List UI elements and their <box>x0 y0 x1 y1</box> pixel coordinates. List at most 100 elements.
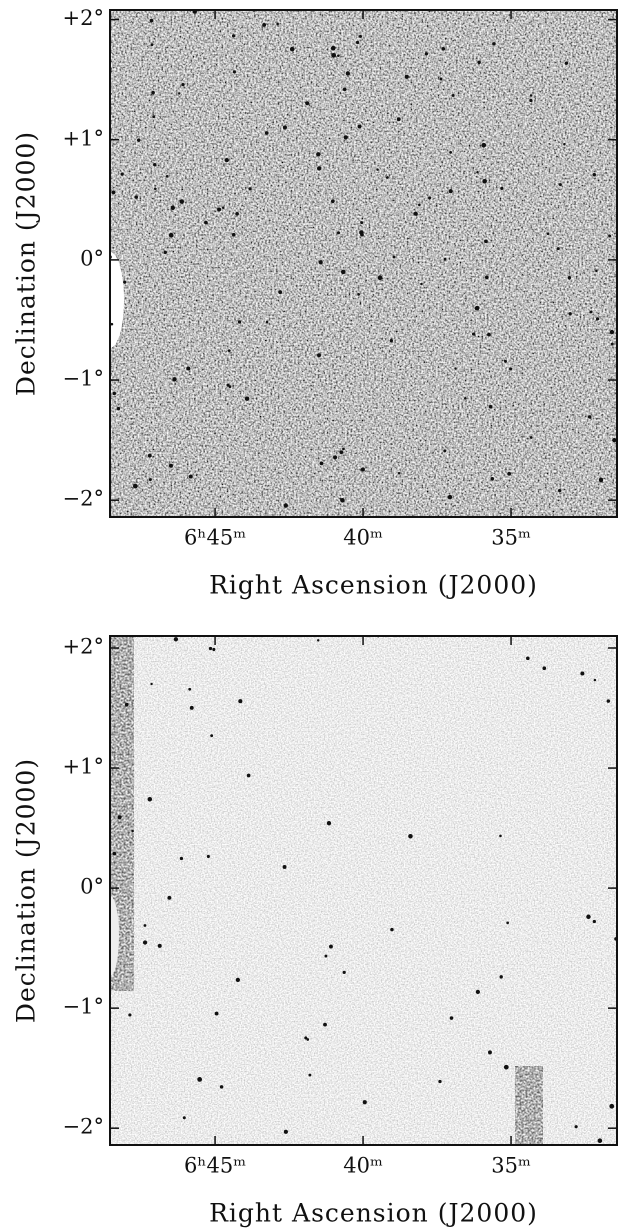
source <box>529 98 533 103</box>
source <box>172 377 177 382</box>
y-axis-label: Declination (J2000) <box>12 758 41 1023</box>
source <box>342 447 345 451</box>
source <box>111 190 116 195</box>
y-tick-label: −1° <box>63 367 104 391</box>
source <box>408 834 413 839</box>
source <box>529 436 533 439</box>
source <box>488 404 493 409</box>
source <box>308 1073 312 1077</box>
source <box>143 924 147 927</box>
source <box>112 391 117 396</box>
source <box>476 170 479 174</box>
source <box>324 954 328 958</box>
source <box>451 94 455 97</box>
source <box>248 187 252 191</box>
source <box>546 232 550 236</box>
noise <box>110 10 617 517</box>
source <box>128 1013 132 1017</box>
source <box>133 483 138 489</box>
source <box>482 178 487 184</box>
source <box>418 203 421 207</box>
source <box>116 406 121 411</box>
source <box>509 367 513 371</box>
source <box>357 124 362 129</box>
source <box>163 250 167 255</box>
y-tick-label: +1° <box>63 126 104 150</box>
x-axis-label: Right Ascension (J2000) <box>209 1199 538 1228</box>
y-tick-label: −2° <box>63 1115 104 1139</box>
source <box>333 455 338 460</box>
source <box>264 131 269 135</box>
source <box>224 157 229 163</box>
source <box>188 687 192 691</box>
source <box>265 320 269 324</box>
source <box>238 699 243 704</box>
source <box>152 115 156 119</box>
source <box>188 474 193 479</box>
source <box>208 646 213 651</box>
source <box>189 705 194 710</box>
source <box>283 1129 288 1134</box>
y-tick-label: −1° <box>63 995 104 1019</box>
x-tick-label: 35ᵐ <box>491 1154 531 1178</box>
source <box>392 255 396 259</box>
source <box>136 138 141 142</box>
source <box>120 172 124 176</box>
blank-edge <box>110 252 124 348</box>
source <box>289 46 295 52</box>
source <box>186 366 191 371</box>
source <box>304 1036 308 1040</box>
source <box>396 117 401 122</box>
source <box>595 269 598 273</box>
source <box>246 773 251 778</box>
source <box>357 292 360 296</box>
source <box>148 478 152 482</box>
source <box>316 152 321 157</box>
source <box>454 367 457 370</box>
source <box>529 94 533 97</box>
dark-patch <box>515 1066 543 1145</box>
source <box>226 383 230 387</box>
source <box>197 1077 203 1082</box>
source <box>448 189 453 194</box>
source <box>342 87 347 92</box>
source <box>117 815 122 820</box>
source <box>424 52 429 56</box>
source <box>507 471 512 476</box>
source <box>587 415 592 419</box>
source <box>231 34 236 38</box>
source <box>282 125 288 130</box>
source <box>150 43 154 47</box>
source <box>443 449 447 453</box>
source <box>609 329 615 335</box>
source <box>237 320 242 324</box>
source <box>235 977 240 983</box>
source <box>377 275 383 281</box>
source <box>306 1038 310 1041</box>
source <box>477 60 481 65</box>
source <box>110 322 114 326</box>
source <box>147 796 153 802</box>
source <box>557 488 562 493</box>
source <box>150 682 153 686</box>
source <box>586 914 591 920</box>
sky-image <box>110 636 617 1145</box>
source <box>330 199 335 204</box>
source <box>558 183 562 187</box>
source <box>481 142 487 148</box>
source <box>609 1103 615 1109</box>
source <box>232 70 236 74</box>
source <box>343 135 348 140</box>
y-axis-label: Declination (J2000) <box>12 131 41 396</box>
source <box>526 656 530 661</box>
source <box>568 312 572 316</box>
source <box>439 77 443 81</box>
source <box>449 150 453 154</box>
source <box>471 332 476 336</box>
source <box>178 92 181 95</box>
source <box>210 734 214 738</box>
source <box>567 276 572 280</box>
source <box>221 206 225 209</box>
x-tick-label: 6ʰ45ᵐ <box>184 1154 246 1178</box>
